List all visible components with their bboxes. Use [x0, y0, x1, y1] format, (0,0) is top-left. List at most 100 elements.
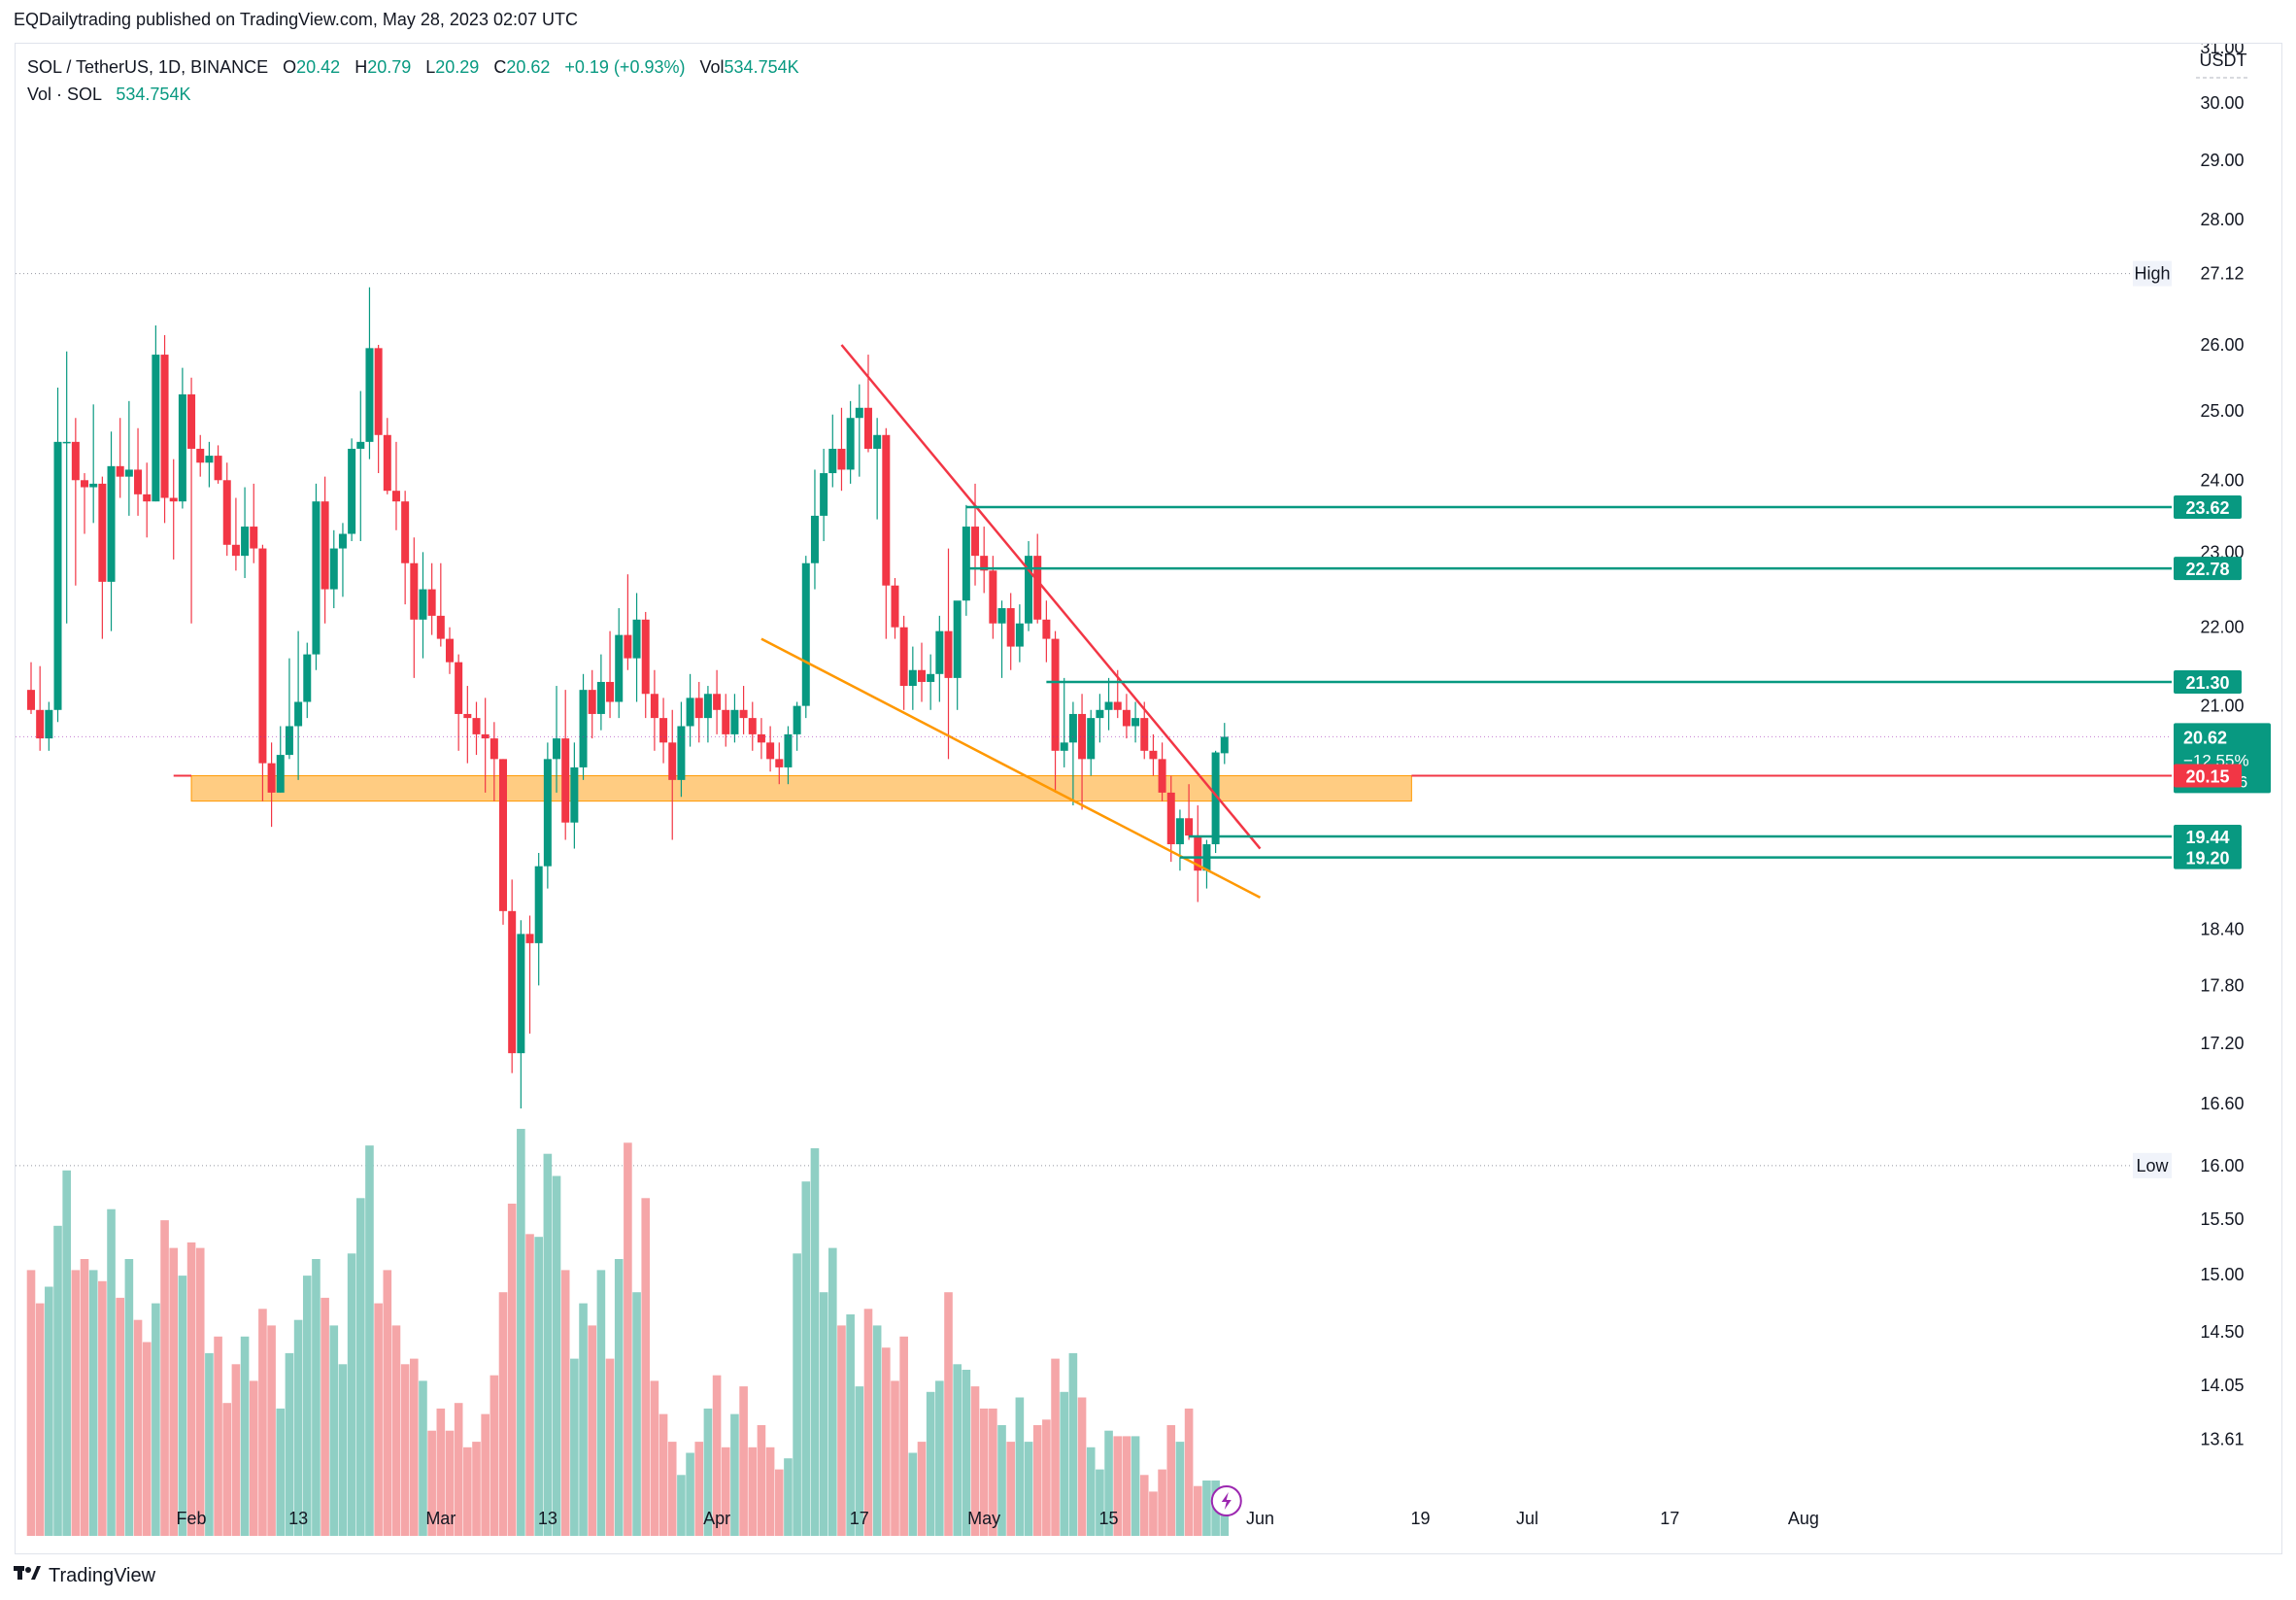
candle-body[interactable]	[624, 634, 632, 659]
candle-body[interactable]	[1096, 709, 1104, 719]
candle-body[interactable]	[285, 726, 293, 756]
candle-body[interactable]	[525, 934, 534, 943]
candle-body[interactable]	[517, 934, 525, 1054]
candle-body[interactable]	[169, 497, 178, 502]
candle-body[interactable]	[1140, 718, 1149, 751]
candle-body[interactable]	[36, 709, 45, 739]
footer-brand[interactable]: TradingView	[14, 1564, 155, 1587]
candle-body[interactable]	[391, 491, 400, 502]
candle-body[interactable]	[855, 407, 863, 419]
candle-body[interactable]	[757, 733, 765, 743]
candle-body[interactable]	[214, 456, 222, 481]
candle-body[interactable]	[1087, 718, 1096, 760]
candle-body[interactable]	[1149, 750, 1158, 760]
candle-body[interactable]	[820, 473, 828, 516]
candle-body[interactable]	[178, 393, 186, 502]
candle-body[interactable]	[615, 634, 624, 702]
candle-body[interactable]	[1015, 623, 1024, 647]
candle-body[interactable]	[472, 718, 481, 734]
candle-body[interactable]	[918, 669, 926, 682]
candle-body[interactable]	[81, 480, 89, 488]
candle-body[interactable]	[116, 465, 124, 477]
candle-body[interactable]	[1194, 835, 1202, 871]
candle-body[interactable]	[1104, 701, 1113, 710]
candle-body[interactable]	[374, 348, 383, 435]
candle-body[interactable]	[455, 662, 463, 714]
candle-body[interactable]	[231, 544, 240, 557]
candle-body[interactable]	[1006, 608, 1015, 647]
candle-body[interactable]	[436, 615, 445, 639]
candle-body[interactable]	[312, 501, 321, 655]
candle-body[interactable]	[205, 456, 214, 463]
candle-body[interactable]	[632, 619, 641, 659]
candle-body[interactable]	[1068, 713, 1077, 743]
candle-body[interactable]	[196, 448, 205, 463]
candle-body[interactable]	[579, 690, 588, 767]
candle-body[interactable]	[837, 448, 846, 470]
candlestick-chart[interactable]: USDT33.0031.0030.0029.0028.0026.0025.002…	[16, 44, 2281, 1553]
candle-body[interactable]	[588, 690, 596, 714]
candle-body[interactable]	[775, 759, 784, 767]
candle-body[interactable]	[668, 742, 677, 780]
candle-body[interactable]	[927, 673, 935, 682]
candle-body[interactable]	[1175, 818, 1184, 845]
candle-body[interactable]	[1185, 818, 1194, 836]
support-trendline[interactable]	[760, 637, 1262, 899]
candle-body[interactable]	[1042, 619, 1051, 639]
candle-body[interactable]	[1025, 556, 1033, 624]
candle-body[interactable]	[160, 355, 169, 498]
candle-body[interactable]	[543, 759, 552, 867]
candle-body[interactable]	[27, 690, 35, 710]
candle-body[interactable]	[53, 441, 62, 710]
candle-body[interactable]	[348, 448, 356, 534]
candle-body[interactable]	[1051, 638, 1060, 751]
candle-body[interactable]	[722, 709, 730, 734]
candle-body[interactable]	[329, 548, 338, 590]
candle-body[interactable]	[107, 465, 116, 582]
candle-body[interactable]	[561, 738, 570, 823]
candle-body[interactable]	[641, 619, 650, 695]
candle-body[interactable]	[570, 766, 579, 823]
legend-symbol[interactable]: SOL / TetherUS, 1D, BINANCE	[27, 57, 269, 77]
candle-body[interactable]	[980, 556, 989, 571]
candle-body[interactable]	[873, 434, 882, 449]
candle-body[interactable]	[793, 705, 801, 734]
candle-body[interactable]	[882, 434, 891, 586]
candle-body[interactable]	[356, 441, 365, 449]
candle-body[interactable]	[143, 494, 152, 502]
candle-body[interactable]	[534, 866, 543, 943]
candle-body[interactable]	[553, 738, 561, 760]
candle-body[interactable]	[134, 469, 143, 494]
candle-body[interactable]	[45, 709, 53, 739]
candle-body[interactable]	[321, 501, 329, 590]
candle-body[interactable]	[338, 533, 347, 549]
candle-body[interactable]	[258, 548, 267, 764]
candle-body[interactable]	[1122, 709, 1131, 727]
candle-body[interactable]	[1078, 713, 1087, 760]
candle-body[interactable]	[784, 733, 793, 767]
candle-body[interactable]	[124, 469, 133, 477]
candle-body[interactable]	[944, 630, 953, 678]
candle-body[interactable]	[989, 570, 997, 624]
candle-body[interactable]	[908, 669, 917, 687]
candle-body[interactable]	[703, 694, 712, 719]
candle-body[interactable]	[596, 681, 605, 714]
candle-body[interactable]	[828, 448, 837, 474]
candle-body[interactable]	[846, 418, 855, 470]
candle-body[interactable]	[89, 483, 98, 488]
candle-body[interactable]	[1166, 792, 1175, 845]
candle-body[interactable]	[276, 755, 285, 793]
candle-body[interactable]	[463, 713, 472, 719]
candle-body[interactable]	[891, 585, 899, 628]
candle-body[interactable]	[152, 355, 160, 502]
candle-body[interactable]	[899, 627, 908, 687]
candle-body[interactable]	[810, 515, 819, 563]
candle-body[interactable]	[935, 630, 944, 674]
candle-body[interactable]	[365, 348, 374, 442]
candle-body[interactable]	[294, 701, 303, 727]
candle-body[interactable]	[508, 910, 517, 1054]
candle-body[interactable]	[659, 718, 668, 743]
candle-body[interactable]	[971, 527, 980, 557]
candle-body[interactable]	[997, 608, 1006, 624]
candle-body[interactable]	[1131, 718, 1140, 727]
